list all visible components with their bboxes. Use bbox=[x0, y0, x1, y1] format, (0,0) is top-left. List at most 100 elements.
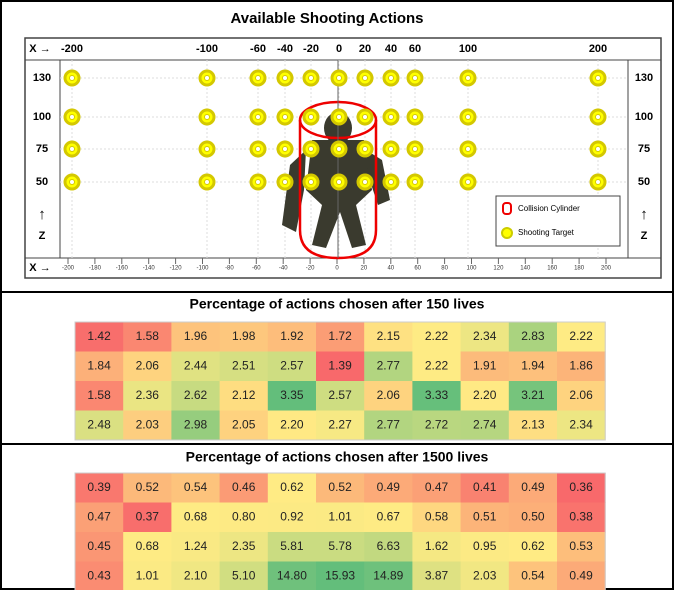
cell-value: 3.33 bbox=[425, 388, 449, 402]
heatmap-cell bbox=[508, 532, 558, 562]
heatmap-cell bbox=[219, 410, 269, 441]
table-title: Percentage of actions chosen after 1500 … bbox=[186, 449, 489, 465]
cell-value: 2.36 bbox=[136, 388, 160, 402]
cell-value: 2.15 bbox=[377, 329, 401, 343]
heatmap-cell bbox=[171, 532, 221, 562]
cell-value: 0.54 bbox=[184, 480, 208, 494]
shooting-target-center bbox=[412, 179, 418, 185]
heatmap-cell bbox=[316, 322, 365, 352]
cell-value: 6.63 bbox=[377, 539, 401, 553]
shooting-target-center bbox=[388, 179, 394, 185]
shooting-target-center bbox=[282, 75, 288, 81]
heatmap-cell bbox=[219, 473, 269, 503]
cell-value: 2.57 bbox=[280, 358, 304, 372]
heatmap-cell bbox=[508, 502, 558, 533]
cell-value: 0.39 bbox=[87, 480, 111, 494]
ruler-tick-label: -80 bbox=[225, 266, 234, 272]
shooting-target-center bbox=[595, 146, 601, 152]
cell-value: 1.72 bbox=[328, 329, 352, 343]
shooting-target-center bbox=[69, 75, 75, 81]
cell-value: 0.52 bbox=[136, 480, 160, 494]
cell-value: 2.34 bbox=[473, 329, 497, 343]
ruler-tick-label: -160 bbox=[116, 266, 129, 272]
z-position-label: 130 bbox=[635, 72, 653, 84]
cell-value: 2.34 bbox=[569, 417, 593, 431]
cell-value: 2.77 bbox=[377, 358, 401, 372]
heatmap-cell bbox=[557, 502, 606, 533]
ruler-tick-label: -200 bbox=[62, 266, 75, 272]
x-position-label: 40 bbox=[385, 43, 397, 55]
heatmap-cell bbox=[364, 532, 413, 562]
shooting-target-center bbox=[255, 146, 261, 152]
shooting-target-center bbox=[388, 75, 394, 81]
heatmap-cell bbox=[316, 561, 365, 590]
cell-value: 0.62 bbox=[280, 480, 304, 494]
ruler-tick-label: 160 bbox=[547, 266, 558, 272]
cell-value: 3.35 bbox=[280, 388, 304, 402]
shooting-target-center bbox=[362, 179, 368, 185]
heatmap-cell bbox=[412, 381, 462, 411]
shooting-target-center bbox=[336, 146, 342, 152]
cell-value: 0.54 bbox=[521, 568, 545, 582]
cell-value: 0.50 bbox=[521, 509, 545, 523]
heatmap-cell bbox=[123, 561, 172, 590]
ruler-tick-label: 140 bbox=[520, 266, 531, 272]
heatmap-cell bbox=[75, 381, 124, 411]
heatmap-cell bbox=[460, 410, 510, 441]
cell-value: 0.52 bbox=[328, 480, 352, 494]
shooting-target-center bbox=[412, 146, 418, 152]
cell-value: 2.22 bbox=[569, 329, 593, 343]
cell-value: 1.01 bbox=[136, 568, 160, 582]
cell-value: 1.92 bbox=[280, 329, 304, 343]
shooting-target-center bbox=[282, 146, 288, 152]
heatmap-cell bbox=[171, 561, 221, 590]
cell-value: 5.81 bbox=[280, 539, 304, 553]
x-position-label: -20 bbox=[303, 43, 319, 55]
heatmap-cell bbox=[508, 381, 558, 411]
cell-value: 3.21 bbox=[521, 388, 545, 402]
targets bbox=[63, 69, 607, 191]
heatmap-cell bbox=[123, 410, 172, 441]
z-position-label: 75 bbox=[638, 143, 650, 155]
x-position-label: 60 bbox=[409, 43, 421, 55]
cell-value: 2.20 bbox=[280, 417, 304, 431]
shooting-target-center bbox=[308, 179, 314, 185]
heatmap-cell bbox=[412, 502, 462, 533]
cell-value: 2.03 bbox=[136, 417, 160, 431]
z-position-label: 75 bbox=[36, 143, 48, 155]
x-axis-label: X → bbox=[29, 43, 50, 55]
legend-target-icon bbox=[501, 227, 513, 239]
shooting-target-center bbox=[336, 179, 342, 185]
heatmap-cell bbox=[508, 351, 558, 382]
ruler-tick-label: 200 bbox=[601, 266, 612, 272]
shooting-target-center bbox=[69, 114, 75, 120]
cell-value: 2.98 bbox=[184, 417, 208, 431]
shooting-target-center bbox=[465, 146, 471, 152]
cell-value: 2.74 bbox=[473, 417, 497, 431]
heatmap-cell bbox=[316, 351, 365, 382]
ruler-tick-label: -180 bbox=[89, 266, 102, 272]
cell-value: 2.35 bbox=[232, 539, 256, 553]
heatmap-cell bbox=[123, 502, 172, 533]
ruler-tick-label: -60 bbox=[252, 266, 261, 272]
shooting-target-center bbox=[255, 179, 261, 185]
cell-value: 0.49 bbox=[569, 568, 593, 582]
heatmap-cell bbox=[412, 561, 462, 590]
heatmap-cell bbox=[123, 381, 172, 411]
shooting-target-center bbox=[204, 179, 210, 185]
cell-value: 2.20 bbox=[473, 388, 497, 402]
heatmap-cell bbox=[557, 473, 606, 503]
z-axis-label: Z bbox=[39, 230, 46, 242]
shooting-target-center bbox=[336, 75, 342, 81]
heatmap-cell bbox=[508, 561, 558, 590]
cell-value: 0.68 bbox=[184, 509, 208, 523]
shooting-target-center bbox=[595, 75, 601, 81]
ruler-tick-label: 180 bbox=[574, 266, 585, 272]
heatmap-cell bbox=[219, 561, 269, 590]
character bbox=[282, 112, 390, 248]
cell-value: 2.12 bbox=[232, 388, 256, 402]
panel-title: Available Shooting Actions bbox=[230, 10, 423, 27]
heatmap-cell bbox=[460, 532, 510, 562]
heatmap: 0.39 0.52 0.54 0.46 0.62 0.52 0.49 0.47 0.41 0.49… bbox=[74, 472, 606, 590]
